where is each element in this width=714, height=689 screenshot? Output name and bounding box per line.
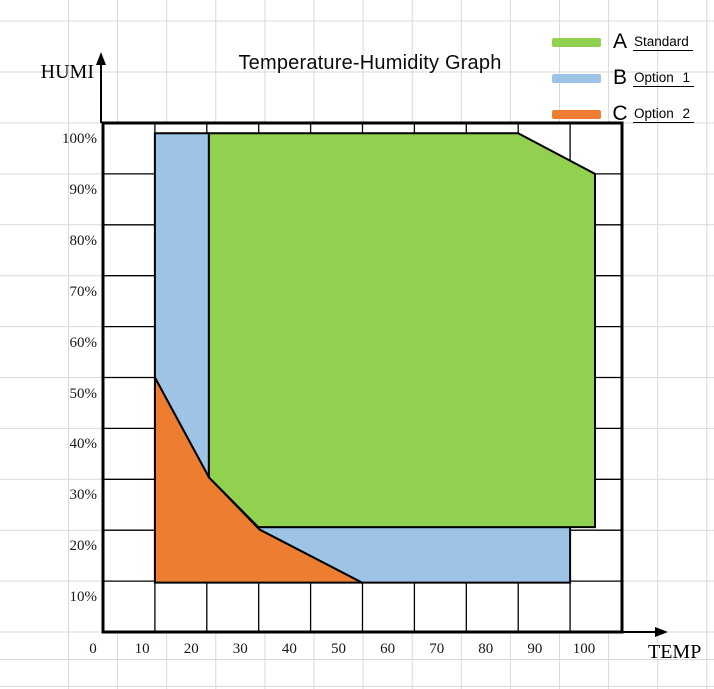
x-tick-label: 40 [281, 641, 297, 657]
legend-key-b: B [612, 66, 627, 89]
x-tick-label: 90 [527, 641, 543, 657]
legend-label-c: Option 2 [633, 106, 695, 123]
y-tick-label: 100% [62, 131, 97, 147]
y-tick-label: 50% [69, 385, 98, 402]
chart-title: Temperature-Humidity Graph [238, 52, 502, 74]
y-tick-label: 80% [69, 232, 98, 249]
legend-item-b: B Option 1 [552, 60, 712, 96]
x-tick-label: 30 [232, 641, 248, 657]
legend-item-c: C Option 2 [552, 96, 712, 132]
y-axis-arrow-head [96, 52, 106, 65]
y-tick-label: 30% [69, 487, 98, 504]
x-tick-label: 60 [380, 641, 396, 657]
legend-item-a: A Standard [552, 24, 712, 60]
x-tick-label: 0 [89, 641, 97, 657]
y-tick-label: 20% [69, 538, 98, 555]
y-axis-name: HUMI [40, 61, 94, 83]
axis-arrows [96, 52, 668, 637]
y-tick-label: 40% [69, 436, 98, 453]
x-tick-label: 50 [331, 641, 346, 657]
y-tick-label: 60% [69, 334, 98, 351]
legend-swatch-b [552, 73, 601, 83]
region-a-polygon [207, 132, 596, 529]
legend-label-b: Option 1 [633, 70, 695, 87]
x-tick-label: 100 [572, 641, 596, 657]
legend: A Standard B Option 1 C Option 2 [552, 24, 712, 132]
legend-swatch-a [552, 37, 601, 47]
x-tick-label: 20 [183, 641, 199, 657]
legend-label-a: Standard [633, 34, 693, 51]
data-regions [153, 132, 596, 584]
plot-border [101, 121, 624, 634]
legend-key-a: A [612, 30, 627, 53]
x-axis-arrow-head [655, 627, 668, 637]
y-tick-label: 10% [69, 589, 98, 606]
x-tick-label: 80 [478, 641, 494, 657]
legend-swatch-c [552, 109, 601, 119]
x-tick-label: 70 [429, 641, 445, 657]
x-tick-label: 10 [134, 641, 150, 657]
y-tick-label: 90% [69, 181, 98, 198]
y-tick-label: 70% [69, 283, 98, 300]
x-axis-name: TEMP [648, 641, 702, 663]
legend-key-c: C [612, 102, 628, 125]
region-c-polygon [153, 377, 363, 584]
